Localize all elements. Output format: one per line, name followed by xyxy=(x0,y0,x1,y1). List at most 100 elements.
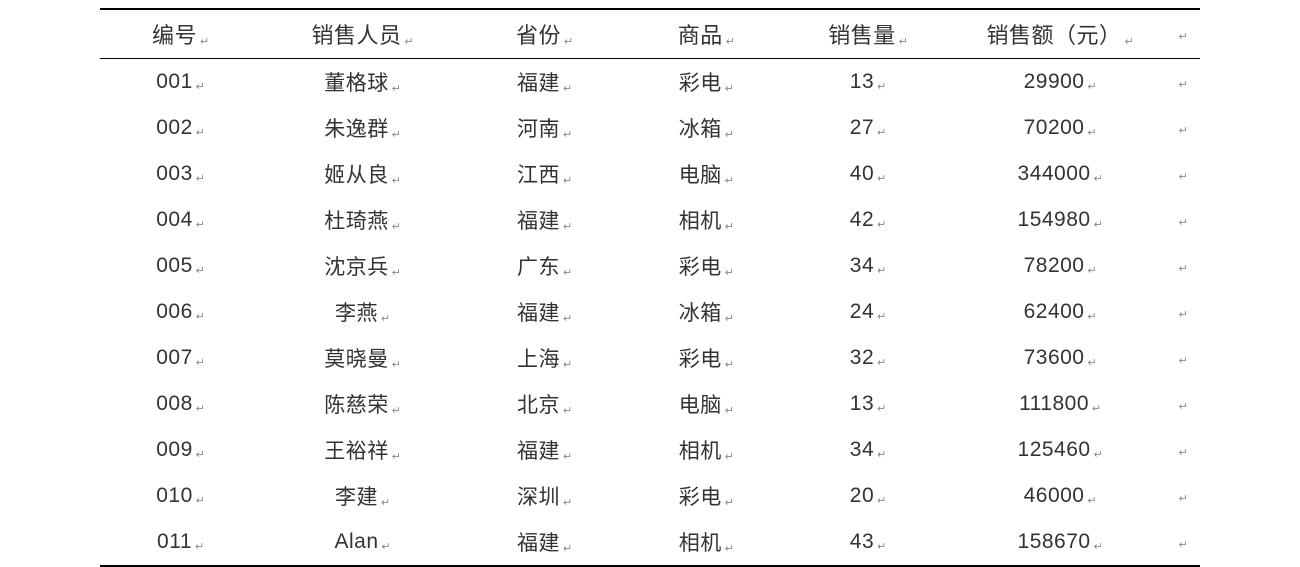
cell-product: 冰箱↵ xyxy=(626,289,788,335)
cell-value: 006 xyxy=(156,300,193,323)
paragraph-mark-icon: ↵ xyxy=(1176,171,1189,183)
paragraph-mark-icon: ↵ xyxy=(874,219,887,231)
cell-value: 相机 xyxy=(679,440,722,463)
table-body: 001↵董格球↵福建↵彩电↵13↵29900↵↵002↵朱逸群↵河南↵冰箱↵27… xyxy=(100,59,1200,567)
paragraph-mark-icon: ↵ xyxy=(193,357,206,369)
cell-value: 北京 xyxy=(517,394,560,417)
cell-value: 154980 xyxy=(1018,208,1091,231)
cell-value: 007 xyxy=(156,346,193,369)
cell-value: 沈京兵 xyxy=(324,256,389,279)
cell-value: 相机 xyxy=(679,210,722,233)
cell-amount: 125460↵ xyxy=(949,427,1171,473)
paragraph-mark-icon: ↵ xyxy=(722,405,735,417)
cell-value: 010 xyxy=(156,484,193,507)
paragraph-mark-icon: ↵ xyxy=(1176,125,1189,137)
cell-qty: 42↵ xyxy=(787,197,949,243)
cell-name: 杜琦燕↵ xyxy=(262,197,464,243)
cell-value: 29900 xyxy=(1024,70,1085,93)
column-header-id: 编号↵ xyxy=(100,9,262,59)
cell-value: 34 xyxy=(850,438,874,461)
paragraph-mark-icon: ↵ xyxy=(722,359,735,371)
cell-qty: 34↵ xyxy=(787,427,949,473)
cell-product: 彩电↵ xyxy=(626,59,788,106)
cell-qty: 32↵ xyxy=(787,335,949,381)
paragraph-mark-icon: ↵ xyxy=(722,221,735,233)
cell-province: 福建↵ xyxy=(464,197,626,243)
cell-value: 彩电 xyxy=(679,486,722,509)
paragraph-mark-icon: ↵ xyxy=(874,127,887,139)
cell-name: 姬从良↵ xyxy=(262,151,464,197)
header-label: 编号 xyxy=(152,23,197,48)
cell-id: 005↵ xyxy=(100,243,262,289)
header-label: 商品 xyxy=(678,23,723,48)
cell-product: 冰箱↵ xyxy=(626,105,788,151)
cell-value: 40 xyxy=(850,162,874,185)
cell-value: 福建 xyxy=(517,210,560,233)
cell-value: 005 xyxy=(156,254,193,277)
paragraph-mark-icon: ↵ xyxy=(193,173,206,185)
cell-amount: 46000↵ xyxy=(949,473,1171,519)
paragraph-mark-icon: ↵ xyxy=(722,543,735,555)
cell-qty: 40↵ xyxy=(787,151,949,197)
table-row: 007↵莫晓曼↵上海↵彩电↵32↵73600↵↵ xyxy=(100,335,1200,381)
paragraph-mark-icon: ↵ xyxy=(1122,36,1135,48)
paragraph-mark-icon: ↵ xyxy=(193,127,206,139)
paragraph-mark-icon: ↵ xyxy=(560,359,573,371)
paragraph-mark-icon: ↵ xyxy=(1091,449,1104,461)
column-header-amount: 销售额（元）↵ xyxy=(949,9,1171,59)
cell-id: 006↵ xyxy=(100,289,262,335)
cell-value: 江西 xyxy=(517,164,560,187)
sales-table: 编号↵销售人员↵省份↵商品↵销售量↵销售额（元）↵↵ 001↵董格球↵福建↵彩电… xyxy=(100,8,1200,567)
cell-province: 福建↵ xyxy=(464,519,626,566)
row-end-mark: ↵ xyxy=(1172,473,1200,519)
cell-value: 深圳 xyxy=(517,486,560,509)
table-row: 001↵董格球↵福建↵彩电↵13↵29900↵↵ xyxy=(100,59,1200,106)
paragraph-mark-icon: ↵ xyxy=(402,36,415,48)
paragraph-mark-icon: ↵ xyxy=(722,83,735,95)
paragraph-mark-icon: ↵ xyxy=(722,129,735,141)
paragraph-mark-icon: ↵ xyxy=(896,36,909,48)
cell-product: 彩电↵ xyxy=(626,243,788,289)
cell-qty: 43↵ xyxy=(787,519,949,566)
paragraph-mark-icon: ↵ xyxy=(874,81,887,93)
cell-value: 朱逸群 xyxy=(324,118,389,141)
paragraph-mark-icon: ↵ xyxy=(1176,263,1189,275)
paragraph-mark-icon: ↵ xyxy=(1176,355,1189,367)
cell-value: 003 xyxy=(156,162,193,185)
paragraph-mark-icon: ↵ xyxy=(874,541,887,553)
row-end-mark: ↵ xyxy=(1172,519,1200,566)
cell-value: Alan xyxy=(334,530,378,553)
cell-value: 002 xyxy=(156,116,193,139)
cell-id: 008↵ xyxy=(100,381,262,427)
paragraph-mark-icon: ↵ xyxy=(389,221,402,233)
cell-value: 陈慈荣 xyxy=(324,394,389,417)
paragraph-mark-icon: ↵ xyxy=(722,451,735,463)
cell-province: 河南↵ xyxy=(464,105,626,151)
table-row: 005↵沈京兵↵广东↵彩电↵34↵78200↵↵ xyxy=(100,243,1200,289)
cell-amount: 70200↵ xyxy=(949,105,1171,151)
cell-province: 深圳↵ xyxy=(464,473,626,519)
cell-id: 007↵ xyxy=(100,335,262,381)
cell-amount: 344000↵ xyxy=(949,151,1171,197)
paragraph-mark-icon: ↵ xyxy=(560,83,573,95)
paragraph-mark-icon: ↵ xyxy=(193,449,206,461)
cell-value: 78200 xyxy=(1024,254,1085,277)
cell-id: 004↵ xyxy=(100,197,262,243)
paragraph-mark-icon: ↵ xyxy=(560,129,573,141)
paragraph-mark-icon: ↵ xyxy=(1085,127,1098,139)
cell-product: 相机↵ xyxy=(626,427,788,473)
paragraph-mark-icon: ↵ xyxy=(1085,495,1098,507)
table-header: 编号↵销售人员↵省份↵商品↵销售量↵销售额（元）↵↵ xyxy=(100,9,1200,59)
column-header-province: 省份↵ xyxy=(464,9,626,59)
paragraph-mark-icon: ↵ xyxy=(560,497,573,509)
paragraph-mark-icon: ↵ xyxy=(560,221,573,233)
paragraph-mark-icon: ↵ xyxy=(389,175,402,187)
paragraph-mark-icon: ↵ xyxy=(560,543,573,555)
paragraph-mark-icon: ↵ xyxy=(389,83,402,95)
paragraph-mark-icon: ↵ xyxy=(193,403,206,415)
paragraph-mark-icon: ↵ xyxy=(1091,541,1104,553)
cell-value: 001 xyxy=(156,70,193,93)
cell-product: 彩电↵ xyxy=(626,335,788,381)
row-end-mark: ↵ xyxy=(1172,335,1200,381)
row-end-mark: ↵ xyxy=(1172,289,1200,335)
